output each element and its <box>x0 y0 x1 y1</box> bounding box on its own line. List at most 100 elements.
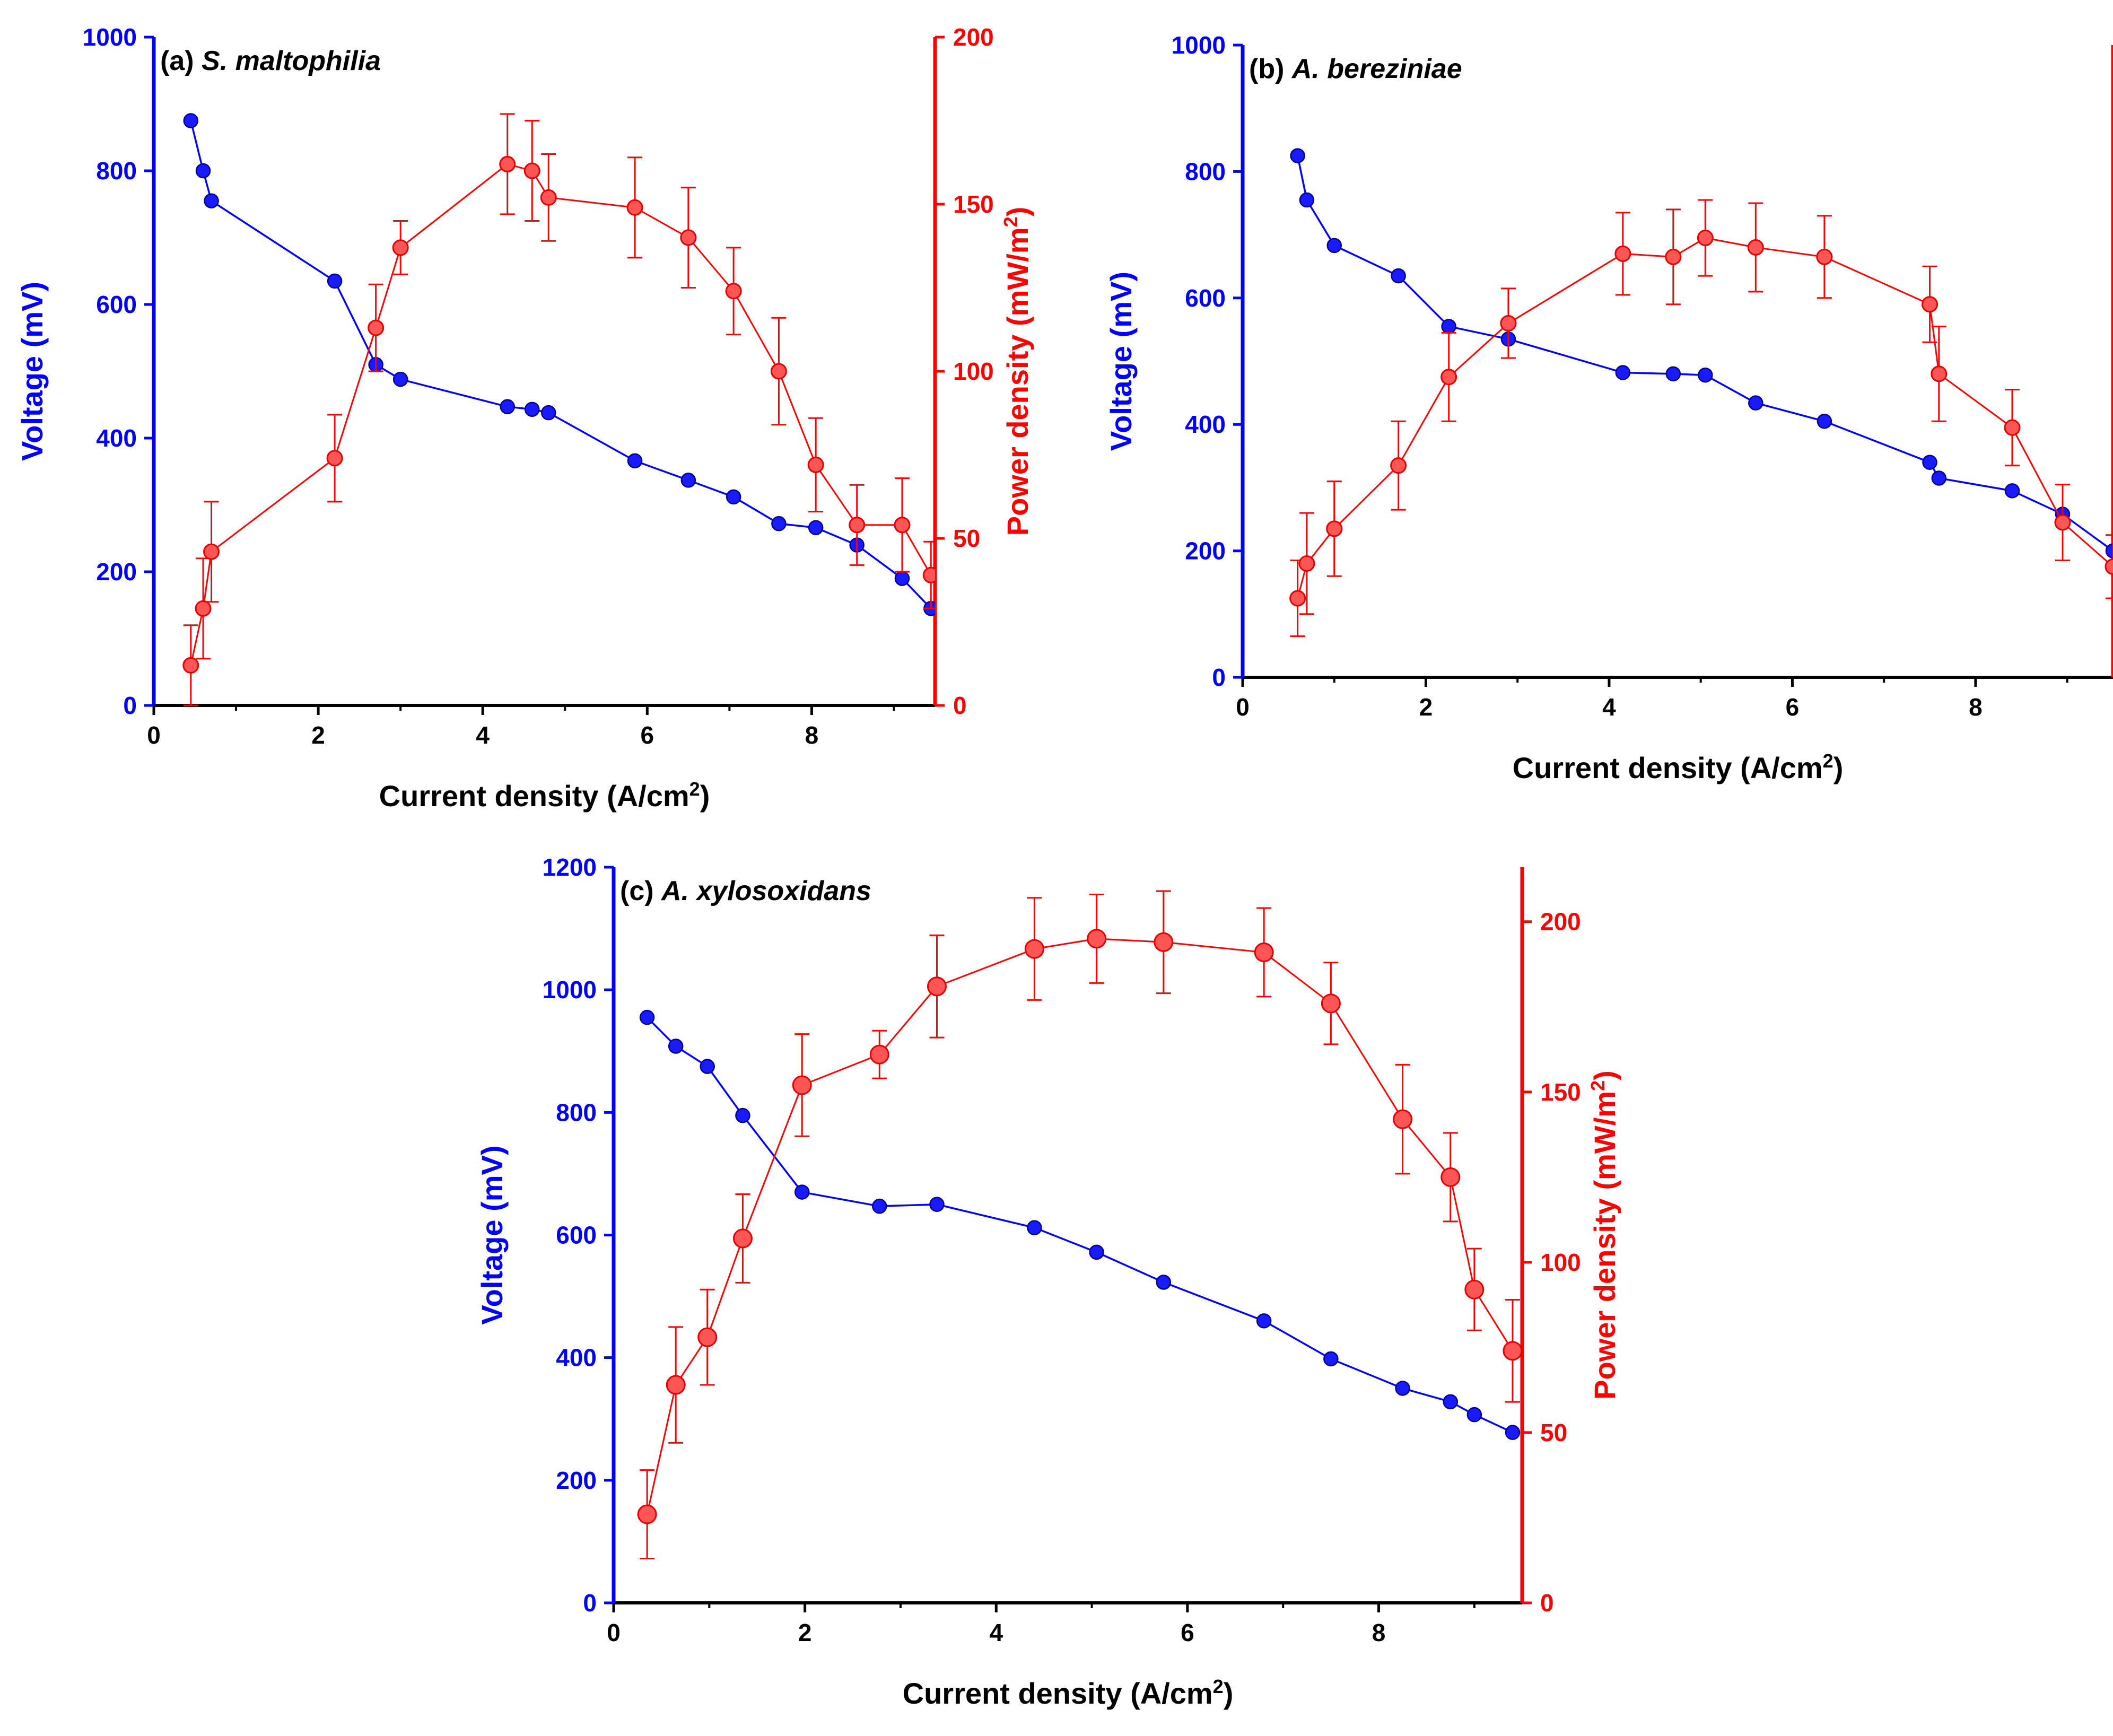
voltage-point <box>1698 367 1713 383</box>
voltage-point <box>1156 1275 1172 1290</box>
voltage-point <box>627 453 643 469</box>
power-point <box>1500 315 1517 332</box>
power-point <box>2054 514 2071 531</box>
voltage-point <box>726 489 741 505</box>
y-right-axis-title-main: Power density (mW/m <box>1001 227 1034 536</box>
voltage-point <box>1443 1394 1459 1410</box>
y-left-tick-label: 1000 <box>1172 31 1226 59</box>
x-axis-title-main: Current density (A/cm <box>903 1677 1213 1710</box>
y-left-tick-label: 1000 <box>543 976 597 1004</box>
power-point <box>1931 365 1948 382</box>
power-point <box>1298 555 1315 572</box>
power-point <box>1697 230 1714 247</box>
power-point <box>732 1228 753 1249</box>
y-left-tick-label: 800 <box>1185 158 1226 185</box>
x-tick-label: 8 <box>805 721 819 749</box>
power-point <box>1816 248 1833 265</box>
voltage-point <box>1441 319 1456 334</box>
panel-title-species: S. maltophilia <box>202 46 381 76</box>
voltage-point <box>700 1059 715 1074</box>
voltage-series-line <box>646 1016 1513 1434</box>
voltage-point <box>735 1107 750 1123</box>
voltage-point <box>1922 455 1937 470</box>
power-point <box>1024 939 1044 959</box>
y-right-tick-label: 0 <box>953 692 967 719</box>
power-point <box>326 450 343 467</box>
panel-title-prefix: (a) <box>160 46 202 76</box>
power-point <box>626 199 643 216</box>
power-point <box>1440 369 1457 386</box>
power-point <box>1390 457 1407 474</box>
x-tick-label: 6 <box>641 721 654 749</box>
voltage-point <box>1748 395 1763 411</box>
y-left-tick-label: 1000 <box>83 23 137 51</box>
x-tick-label: 4 <box>989 1619 1003 1646</box>
voltage-point <box>808 520 824 536</box>
voltage-series-line <box>190 120 932 609</box>
voltage-point <box>1505 1425 1521 1440</box>
voltage-point <box>1817 413 1832 429</box>
voltage-point <box>771 516 787 531</box>
x-tick-label: 8 <box>1372 1619 1386 1646</box>
y-left-axis-title: Voltage (mV) <box>475 1145 509 1324</box>
power-point <box>1087 929 1107 949</box>
power-point <box>869 1044 889 1065</box>
voltage-point <box>1665 366 1681 382</box>
voltage-point <box>639 1009 655 1025</box>
voltage-point <box>680 473 696 488</box>
x-tick-label: 2 <box>798 1619 812 1646</box>
x-axis-title-main: Current density (A/cm <box>379 779 689 813</box>
x-tick-label: 6 <box>1786 693 1800 721</box>
power-series-line <box>646 938 1514 1515</box>
plot-data <box>182 113 935 706</box>
y-left-tick-label: 600 <box>556 1222 597 1249</box>
y-right-tick-label: 100 <box>953 357 994 385</box>
voltage-point <box>1395 1381 1410 1396</box>
power-point <box>1665 248 1682 265</box>
power-point <box>540 189 557 206</box>
voltage-point <box>2105 543 2113 559</box>
voltage-point <box>1931 470 1947 486</box>
x-axis-title-main: Current density (A/cm <box>1513 751 1823 784</box>
y-right-axis-title: Power density (mW/m2) <box>1587 1070 1621 1400</box>
y-right-axis-title-end: ) <box>1588 1070 1621 1080</box>
y-left-tick-label: 200 <box>96 558 137 586</box>
voltage-point <box>2004 483 2020 499</box>
voltage-point <box>929 1197 945 1212</box>
x-tick-label: 4 <box>476 721 490 749</box>
y-left-tick-label: 600 <box>1185 284 1226 312</box>
power-point <box>894 517 911 534</box>
panel-a: 0 2 4 6 8 0 200 400 600 800 1000 0 50 100 150 200 Curren… <box>15 23 1034 813</box>
power-point <box>368 319 385 336</box>
power-point <box>1614 245 1631 262</box>
power-point <box>523 162 540 179</box>
x-tick-label: 0 <box>607 1619 621 1646</box>
power-point <box>1440 1167 1461 1187</box>
panel-title-species: A. xylosoxidans <box>660 876 871 906</box>
power-point <box>807 456 824 473</box>
panel-title: (b) A. bereziniae <box>1249 54 1462 84</box>
x-tick-label: 0 <box>1236 693 1250 721</box>
voltage-point <box>1323 1351 1339 1367</box>
y-right-axis-title-end: ) <box>1001 207 1034 217</box>
voltage-point <box>541 405 556 421</box>
power-point <box>203 543 220 560</box>
y-right-tick-label: 150 <box>1540 1078 1581 1106</box>
power-point <box>680 229 697 246</box>
power-point <box>666 1375 686 1395</box>
x-axis-title: Current density (A/cm2) <box>903 1676 1234 1710</box>
power-point <box>1154 932 1174 952</box>
voltage-point <box>1326 238 1342 254</box>
y-left-tick-label: 400 <box>1185 411 1226 438</box>
y-left-tick-label: 1200 <box>543 853 597 881</box>
voltage-point <box>1089 1244 1104 1260</box>
voltage-point <box>668 1039 684 1054</box>
y-right-axis-title-sup: 2 <box>1587 1080 1609 1091</box>
y-right-axis-title-sup: 2 <box>1000 216 1021 227</box>
voltage-series-line <box>1296 155 2113 552</box>
y-left-tick-label: 800 <box>556 1098 597 1126</box>
voltage-point <box>183 113 199 128</box>
y-right-tick-label: 150 <box>953 190 994 218</box>
power-point <box>725 283 742 300</box>
